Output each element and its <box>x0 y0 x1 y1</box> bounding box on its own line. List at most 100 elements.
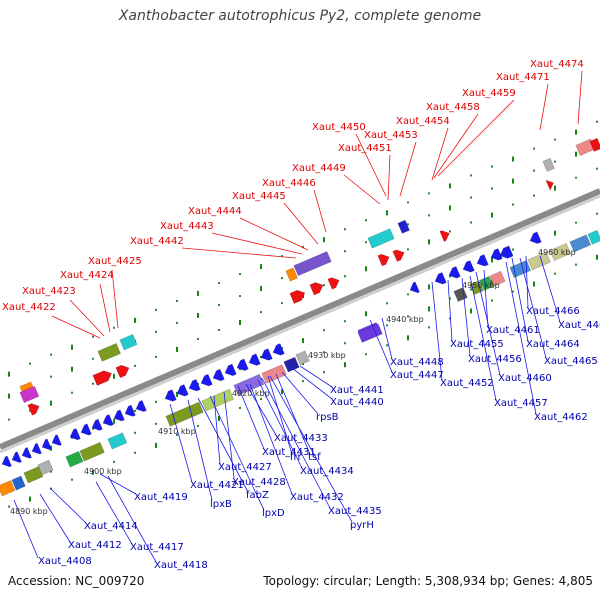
tick-mark <box>470 308 472 314</box>
gene-label-forward: Xaut_4449 <box>292 163 346 174</box>
reverse-gene-arrow <box>212 368 225 382</box>
gene-label-reverse: Xaut_4428 <box>232 477 286 488</box>
reverse-gene-box <box>0 480 16 497</box>
gene-label-reverse: Xaut_4434 <box>300 466 354 477</box>
reverse-gene-box <box>569 234 592 253</box>
tick-mark <box>155 422 157 425</box>
tick-mark <box>260 311 262 314</box>
tick-mark <box>176 321 178 324</box>
tick-mark <box>344 320 346 323</box>
reverse-gene-arrow <box>102 414 114 427</box>
forward-gene-box <box>285 267 298 282</box>
gene-label-reverse: Xaut_4441 <box>330 385 384 396</box>
kbp-tick-label: 4960 kbp <box>538 248 576 257</box>
leader-line <box>237 385 265 450</box>
tick-mark <box>155 400 157 403</box>
tick-mark <box>71 391 73 394</box>
reverse-gene-arrow <box>272 343 285 356</box>
gene-label-reverse: Xaut_4466 <box>526 306 580 317</box>
tick-mark <box>365 311 367 317</box>
gene-label-reverse: Xaut_4431 <box>262 447 316 458</box>
tick-mark <box>386 210 388 216</box>
gene-label-reverse: Xaut_4440 <box>330 397 384 408</box>
reverse-gene-box <box>37 459 54 476</box>
tick-mark <box>365 353 367 356</box>
tick-mark <box>449 317 451 320</box>
tick-mark <box>281 389 283 395</box>
tick-mark <box>470 288 472 291</box>
leader-line <box>169 403 193 483</box>
gene-label-reverse: lpxD <box>262 508 285 519</box>
gene-label-forward: Xaut_4443 <box>160 221 214 232</box>
leader-line <box>437 99 515 177</box>
tick-mark <box>29 362 31 365</box>
reverse-gene-box <box>65 451 84 468</box>
gene-label-reverse: lpxB <box>210 499 232 510</box>
leader-line <box>181 247 297 259</box>
tick-mark <box>218 303 220 306</box>
reverse-gene-arrow <box>11 451 22 463</box>
leader-line <box>275 373 311 455</box>
leader-line <box>381 317 393 360</box>
forward-gene-box <box>542 157 555 172</box>
reverse-gene-arrow <box>69 428 81 441</box>
forward-gene-box <box>397 219 410 234</box>
reverse-gene-arrow <box>124 404 136 417</box>
backbone-shadow <box>0 194 600 454</box>
gene-label-reverse: Xaut_4435 <box>328 506 382 517</box>
leader-line <box>399 141 417 197</box>
gene-label-reverse: fabZ <box>246 490 269 501</box>
leader-line <box>525 255 529 309</box>
tick-mark <box>554 138 556 141</box>
tick-mark <box>554 272 556 275</box>
tick-mark <box>155 355 157 358</box>
tick-mark <box>260 398 262 401</box>
reverse-gene-box <box>201 388 235 412</box>
tick-mark <box>344 362 346 368</box>
tick-mark <box>134 451 136 454</box>
tick-mark <box>491 187 493 190</box>
tick-mark <box>386 324 388 327</box>
gene-label-reverse: Xaut_4414 <box>84 521 138 532</box>
tick-mark <box>512 156 514 162</box>
tick-mark <box>407 315 409 318</box>
forward-gene-box <box>589 137 600 152</box>
tick-mark <box>575 151 577 157</box>
reverse-gene-arrow <box>51 434 62 446</box>
reverse-gene-box <box>479 275 494 291</box>
gene-label-forward: Xaut_4458 <box>426 102 480 113</box>
tick-mark <box>113 373 115 379</box>
tick-mark <box>71 366 73 372</box>
tick-mark <box>281 347 283 350</box>
tick-mark <box>470 221 472 224</box>
leader-line <box>95 481 133 545</box>
gene-label-reverse: Xaut_4447 <box>390 370 444 381</box>
gene-label-forward: Xaut_4424 <box>60 270 114 281</box>
tick-mark <box>386 344 388 347</box>
tick-mark <box>323 371 325 374</box>
gene-label-forward: Xaut_4454 <box>396 116 450 127</box>
tick-mark <box>281 277 283 280</box>
gene-label-reverse: Xaut_4456 <box>468 354 522 365</box>
tick-mark <box>491 257 493 263</box>
leader-line <box>223 391 235 479</box>
tick-mark <box>554 185 556 191</box>
tick-mark <box>323 351 325 354</box>
reverse-gene-arrow <box>248 353 261 366</box>
gene-label-reverse: Xaut_4448 <box>390 357 444 368</box>
tick-mark <box>8 393 10 399</box>
leader-line <box>539 83 549 131</box>
gene-label-forward: Xaut_4442 <box>130 236 184 247</box>
tick-mark <box>302 338 304 344</box>
leader-line <box>387 154 391 201</box>
tick-mark <box>197 290 199 296</box>
forward-gene-arrow <box>545 179 554 191</box>
tick-mark <box>365 241 367 244</box>
reverse-gene-arrow <box>224 363 237 377</box>
tick-mark <box>281 255 283 258</box>
gene-label-reverse: Xaut_4427 <box>218 462 272 473</box>
gene-label-reverse: Xaut_4464 <box>526 339 580 350</box>
leader-line <box>99 473 137 495</box>
map-title: Xanthobacter autotrophicus Py2, complete… <box>118 8 482 24</box>
leader-line <box>291 367 333 400</box>
